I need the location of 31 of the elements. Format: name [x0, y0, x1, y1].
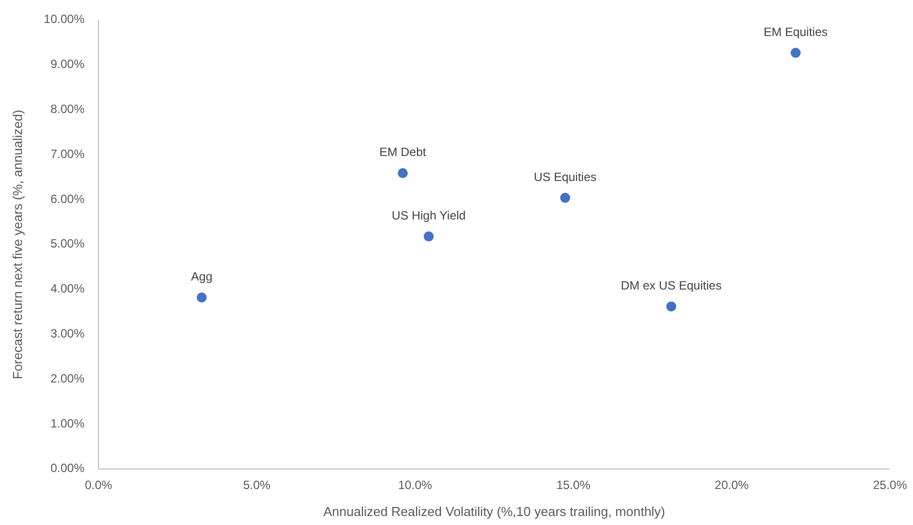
annotation: DM ex US Equities [620, 278, 722, 292]
annotation: EM Equities [764, 24, 828, 39]
y-tick-label: 4.00% [50, 282, 85, 296]
x-tick-label: 5.0% [243, 478, 271, 492]
y-tick-label: 5.00% [50, 236, 85, 251]
annotation: EM Debt [379, 145, 427, 160]
y-axis-title: Forecast return next five years (%, annualized) [10, 110, 25, 380]
point [560, 192, 570, 203]
point [398, 168, 408, 178]
y-tick-label: 2.00% [50, 371, 85, 386]
x-tick-label: 20.0% [714, 478, 750, 492]
x-tick-label: 0.0% [84, 478, 112, 492]
y-tick-label: 0.00% [50, 461, 85, 476]
point [790, 48, 801, 58]
y-tick-label: 8.00% [50, 102, 85, 116]
x-tick-label: 10.0% [398, 478, 432, 492]
x-tick-label: 15.0% [556, 478, 591, 492]
y-tick-label: 1.00% [50, 416, 85, 430]
x-axis-title: Annualized Realized Volatility (%,10 years trailing, monthly) [323, 504, 666, 519]
y-tick-label: 10.00% [44, 12, 85, 26]
annotation: US Equities [534, 170, 597, 184]
point [666, 301, 676, 312]
y-tick-label: 7.00% [50, 146, 85, 161]
annotation: US High Yield [392, 208, 466, 222]
point [424, 231, 434, 242]
annotation: Agg [191, 269, 212, 284]
y-tick-label: 6.00% [50, 192, 85, 206]
x-tick-label: 25.0% [872, 478, 908, 492]
point [196, 292, 207, 302]
y-tick-label: 9.00% [50, 57, 85, 72]
y-tick-label: 3.00% [50, 326, 85, 340]
